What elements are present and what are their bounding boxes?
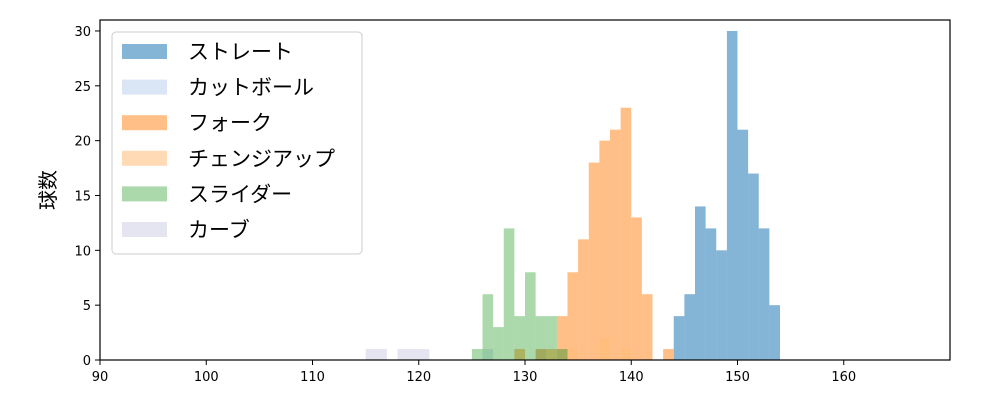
bar-5-119 — [408, 349, 419, 360]
x-tick-label: 120 — [406, 370, 431, 385]
legend-label: カーブ — [188, 218, 250, 242]
bar-3-139 — [620, 349, 632, 360]
bar-0-151 — [748, 173, 759, 360]
y-tick-label: 30 — [74, 25, 91, 40]
bar-4-132 — [546, 316, 557, 360]
bar-2-136 — [588, 162, 600, 360]
x-tick-label: 110 — [300, 370, 325, 385]
legend-swatch — [122, 222, 167, 237]
y-tick-label: 15 — [74, 189, 91, 204]
bar-2-140 — [631, 217, 642, 360]
bar-0-152 — [758, 228, 770, 360]
legend-swatch — [122, 186, 167, 202]
bar-0-146 — [695, 206, 706, 360]
bar-4-125 — [471, 349, 483, 360]
bar-4-126 — [482, 294, 494, 360]
y-tick-label: 5 — [83, 299, 91, 314]
legend-label: チェンジアップ — [188, 147, 335, 171]
bar-2-137 — [599, 140, 610, 360]
legend-box — [111, 31, 363, 255]
bar-2-139 — [620, 107, 632, 360]
bar-2-143 — [663, 349, 674, 360]
y-tick-label: 0 — [83, 354, 91, 369]
bar-1-126 — [482, 349, 494, 360]
bar-4-129 — [514, 316, 525, 360]
y-axis: 0 5 10 15 20 25 30 — [74, 25, 100, 369]
bar-5-115 — [365, 349, 377, 360]
y-tick-label: 20 — [74, 135, 91, 150]
bar-2-138 — [610, 129, 621, 360]
bar-2-141 — [641, 294, 653, 360]
bar-2-132 — [546, 349, 557, 360]
bar-3-134 — [567, 349, 579, 360]
legend-label: カットボール — [188, 76, 314, 100]
bar-3-137 — [599, 338, 610, 360]
x-axis: 90 100 110 120 130 140 150 160 — [92, 360, 856, 385]
bar-4-131 — [535, 316, 547, 360]
y-axis-title: 球数 — [36, 170, 60, 210]
bar-2-131 — [535, 349, 547, 360]
bar-0-150 — [737, 129, 749, 360]
x-tick-label: 90 — [92, 370, 109, 385]
bar-0-147 — [705, 228, 717, 360]
bar-0-144 — [673, 316, 685, 360]
bar-5-120 — [418, 349, 430, 360]
legend-swatch — [122, 150, 167, 166]
bar-2-133 — [556, 316, 568, 360]
legend-swatch — [122, 115, 167, 131]
legend-label: スライダー — [188, 182, 292, 206]
bar-4-133 — [556, 349, 568, 360]
legend-label: ストレート — [188, 40, 293, 64]
x-tick-label: 100 — [194, 370, 219, 385]
y-tick-label: 25 — [74, 80, 91, 95]
bar-4-128 — [503, 228, 515, 360]
bar-2-134 — [567, 272, 579, 360]
legend-label: フォーク — [188, 111, 272, 135]
bar-2-135 — [578, 239, 589, 360]
x-tick-label: 160 — [831, 370, 856, 385]
legend-swatch — [122, 44, 167, 59]
bar-2-129 — [514, 349, 525, 360]
bar-0-148 — [716, 250, 727, 360]
bar-0-149 — [726, 30, 738, 360]
bar-4-127 — [493, 327, 504, 360]
x-tick-label: 150 — [725, 370, 750, 385]
bar-4-130 — [525, 272, 536, 360]
x-tick-label: 140 — [619, 370, 644, 385]
y-tick-label: 10 — [74, 244, 91, 259]
x-tick-label: 130 — [513, 370, 538, 385]
histogram-bars — [365, 30, 780, 360]
bar-0-153 — [769, 305, 780, 360]
bar-5-118 — [397, 349, 409, 360]
bar-0-145 — [684, 294, 695, 360]
legend-swatch — [122, 79, 167, 95]
bar-5-116 — [376, 349, 387, 360]
